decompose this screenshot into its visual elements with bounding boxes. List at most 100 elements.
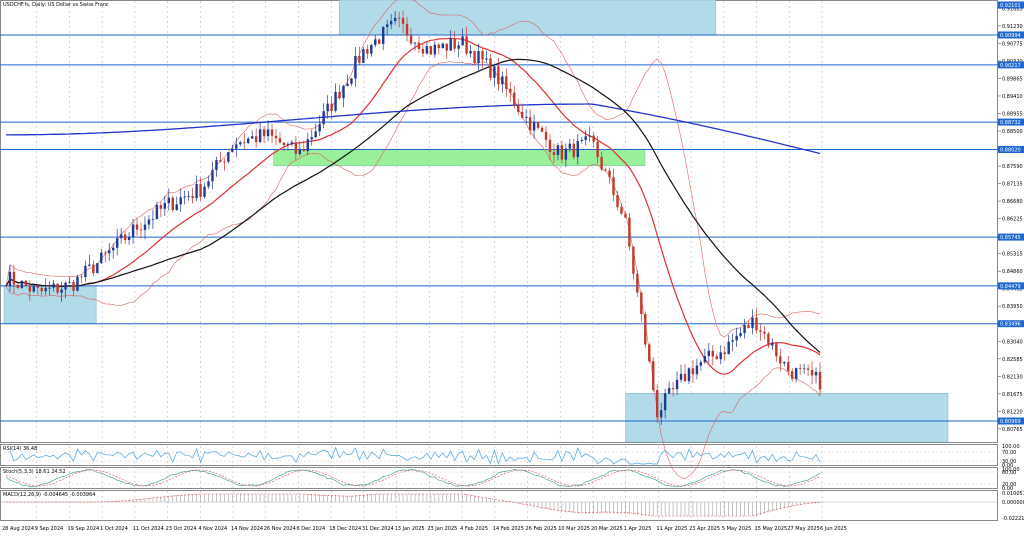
level-price-tag xyxy=(998,145,1024,153)
candle-body xyxy=(616,195,619,208)
candle-body xyxy=(183,196,186,198)
candle-body xyxy=(262,129,266,137)
price-tick-label: 0.83040 xyxy=(1002,339,1023,345)
candle-body xyxy=(445,43,448,51)
candle-body xyxy=(215,159,218,171)
level-price-tag xyxy=(998,61,1024,69)
time-tick-label: 9 Sep 2024 xyxy=(35,526,64,532)
candle-body xyxy=(604,169,607,171)
candle-body xyxy=(290,142,294,145)
time-tick-label: 19 Sep 2024 xyxy=(67,526,99,532)
price-tick-label: 0.82585 xyxy=(1002,357,1023,363)
candle-body xyxy=(334,91,337,111)
candle-body xyxy=(667,388,671,394)
candle-body xyxy=(417,42,421,49)
candle-body xyxy=(771,342,774,346)
candle-body xyxy=(568,143,572,149)
level-price-tag xyxy=(998,233,1024,241)
candle-body xyxy=(250,136,254,139)
candle-body xyxy=(80,276,83,278)
candle-body xyxy=(231,148,234,153)
candle-body xyxy=(783,362,786,364)
candle-body xyxy=(513,92,516,106)
level-price-label: 0.88732 xyxy=(1000,120,1021,126)
candle-body xyxy=(517,105,520,112)
candle-body xyxy=(32,286,35,292)
candle-body xyxy=(266,129,270,137)
price-tick-label: 0.84405 xyxy=(1002,287,1023,293)
candlesticks xyxy=(8,10,822,425)
chart-title: USDCHF.fs, Daily: US Dollar vs Swiss Fra… xyxy=(3,2,109,8)
candle-body xyxy=(167,197,170,204)
candle-body xyxy=(104,252,107,254)
level-price-label: 0.88020 xyxy=(1000,147,1021,153)
candle-body xyxy=(108,250,111,254)
zone-rect xyxy=(625,392,949,443)
price-tick-label: 0.84860 xyxy=(1002,269,1023,275)
candle-body xyxy=(131,224,135,237)
candle-body xyxy=(254,136,258,142)
level-price-tag xyxy=(998,1,1024,9)
candle-body xyxy=(389,21,393,25)
candle-body xyxy=(155,205,159,219)
stoch-label: Stoch(5,3,3) 18.61 24.52 xyxy=(3,469,66,475)
candle-body xyxy=(286,144,290,146)
candle-body xyxy=(397,17,401,19)
stoch-tick-label: 20.00 xyxy=(1002,482,1016,488)
stoch-lines xyxy=(0,468,998,488)
candle-body xyxy=(608,170,611,178)
zone-rect xyxy=(338,0,717,36)
candle-body xyxy=(731,340,734,342)
time-tick-label: 5 May 2025 xyxy=(722,526,751,532)
horizontal-levels xyxy=(0,34,998,422)
candle-body xyxy=(203,186,206,197)
candle-body xyxy=(556,145,560,155)
price-tick-label: 0.89865 xyxy=(1002,76,1023,82)
candle-body xyxy=(481,51,484,60)
candle-body xyxy=(798,368,802,369)
time-tick-label: 4 Feb 2025 xyxy=(460,526,488,532)
candle-body xyxy=(810,369,814,376)
candle-body xyxy=(135,224,139,230)
candle-body xyxy=(600,157,603,170)
stoch-tick-label: 80.00 xyxy=(1002,470,1016,476)
candle-body xyxy=(453,38,456,49)
candle-body xyxy=(751,317,754,329)
candle-body xyxy=(199,183,202,197)
macd-tick-label: -0.022210 xyxy=(1002,516,1024,522)
candle-body xyxy=(727,341,730,355)
candle-body xyxy=(755,317,758,331)
candle-body xyxy=(175,204,178,210)
candle-body xyxy=(636,273,639,293)
candle-body xyxy=(342,85,345,99)
rsi-label: RSI(14) 36.48 xyxy=(3,446,37,452)
candle-body xyxy=(409,35,413,44)
candle-body xyxy=(580,139,583,141)
candle-body xyxy=(211,170,214,182)
candle-body xyxy=(794,368,798,379)
candle-body xyxy=(648,344,651,362)
price-tick-label: 0.82130 xyxy=(1002,374,1023,380)
candle-body xyxy=(632,246,635,274)
candle-body xyxy=(385,24,389,28)
candle-body xyxy=(68,281,71,283)
level-price-label: 0.85745 xyxy=(1000,235,1021,241)
rsi-pane-frame xyxy=(0,444,998,466)
candle-body xyxy=(123,234,127,241)
candle-body xyxy=(659,410,663,418)
candle-body xyxy=(767,333,770,346)
candle-body xyxy=(350,78,353,84)
candle-body xyxy=(652,361,655,390)
candle-body xyxy=(628,217,631,247)
candle-body xyxy=(695,365,699,375)
candle-body xyxy=(520,111,524,118)
candle-body xyxy=(60,289,63,293)
price-tick-label: 0.81220 xyxy=(1002,409,1023,415)
time-tick-label: 11 Oct 2024 xyxy=(133,526,164,532)
candle-body xyxy=(564,148,568,160)
candle-body xyxy=(127,236,131,241)
price-tick-label: 0.91685 xyxy=(1002,6,1023,12)
candle-body xyxy=(711,350,714,357)
candle-body xyxy=(429,46,433,55)
